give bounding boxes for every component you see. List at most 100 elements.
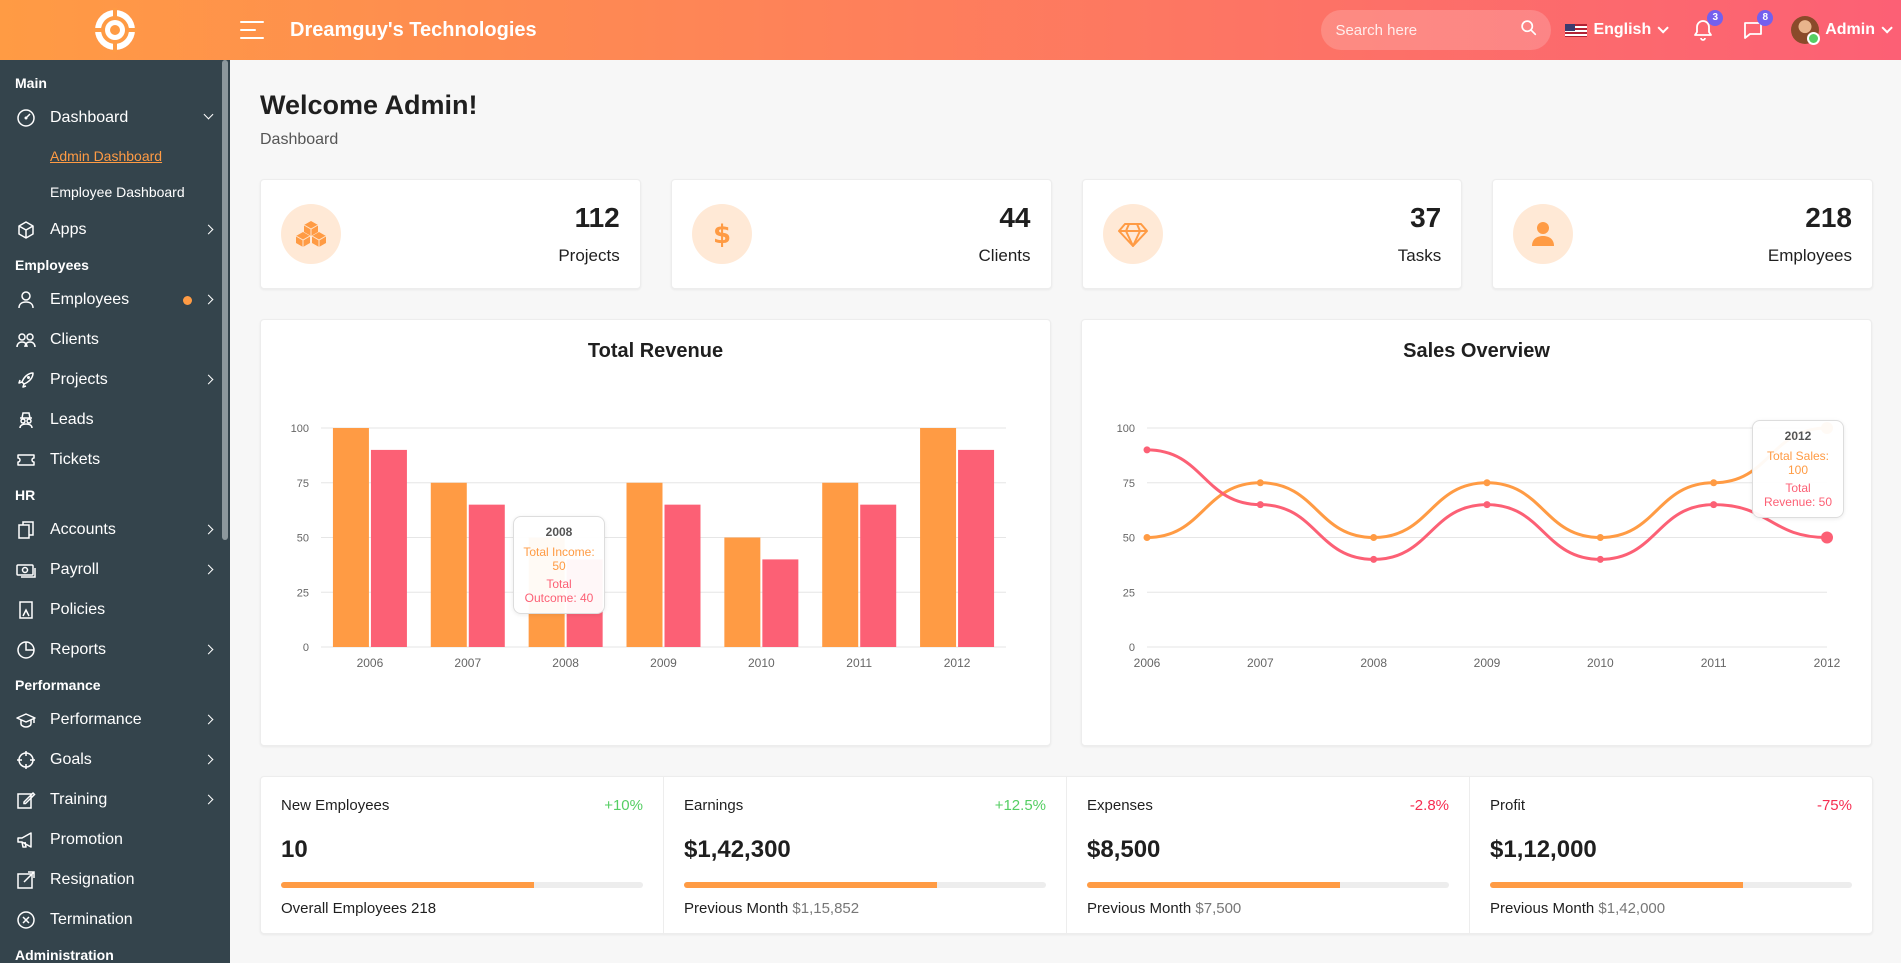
progress-bar xyxy=(684,882,1046,888)
edit-icon xyxy=(15,789,37,811)
sidebar-toggle-button[interactable] xyxy=(240,21,264,39)
avatar xyxy=(1791,16,1821,45)
sales-overview-chart[interactable]: 0 25 50 75 100 2006 2007 2008 2009 2010 2011 2012 xyxy=(1082,380,1873,747)
sidebar-sub-admin-dashboard[interactable]: Admin Dashboard xyxy=(50,148,163,164)
bar-outcome xyxy=(664,504,701,647)
sidebar-item-resignation[interactable]: Resignation xyxy=(0,860,230,900)
sidebar-sub-employee-dashboard[interactable]: Employee Dashboard xyxy=(50,184,185,200)
summary-footer: Previous Month $1,15,852 xyxy=(684,900,1046,917)
data-point xyxy=(1596,555,1604,563)
sidebar-item-label: Leads xyxy=(50,411,94,428)
bar-income xyxy=(430,482,467,647)
progress-bar xyxy=(281,882,643,888)
search-input[interactable] xyxy=(1335,21,1521,39)
sidebar-item-reports[interactable]: Reports xyxy=(0,630,230,670)
sidebar-item-label: Goals xyxy=(50,751,92,768)
summary-footer: Previous Month $7,500 xyxy=(1087,900,1449,917)
bar-income xyxy=(332,428,369,647)
y-tick-label: 100 xyxy=(291,423,309,435)
graduation-cap-icon xyxy=(15,709,37,731)
times-circle-icon xyxy=(15,909,37,931)
hamburger-icon xyxy=(240,21,264,23)
sidebar-item-payroll[interactable]: Payroll xyxy=(0,550,230,590)
sidebar-item-label: Dashboard xyxy=(50,109,129,126)
stat-value: 44 xyxy=(999,202,1031,233)
dollar-icon: $ xyxy=(691,204,752,264)
cubes-icon xyxy=(281,204,341,264)
hamburger-icon xyxy=(240,37,264,39)
sidebar-item-leads[interactable]: Leads xyxy=(0,400,230,440)
summary-footer-value: $1,15,852 xyxy=(792,900,860,917)
summary-value: $1,12,000 xyxy=(1490,836,1597,863)
sidebar-item-label: Resignation xyxy=(50,871,135,888)
summary-footer-value: $7,500 xyxy=(1195,900,1242,917)
user-icon xyxy=(1513,204,1574,264)
data-point xyxy=(1256,501,1264,509)
bar-outcome xyxy=(958,449,995,647)
messages-button[interactable]: 8 xyxy=(1741,10,1774,42)
y-tick-label: 100 xyxy=(1117,423,1135,435)
stat-value: 218 xyxy=(1805,202,1852,233)
language-selector[interactable]: English xyxy=(1565,21,1669,39)
sidebar-item-policies[interactable]: Policies xyxy=(0,590,230,630)
sidebar-item-training[interactable]: Training xyxy=(0,780,230,820)
target-logo-icon xyxy=(93,8,137,52)
progress-bar xyxy=(1087,882,1449,888)
x-tick-label: 2012 xyxy=(944,656,971,670)
company-name: Dreamguy's Technologies xyxy=(290,18,537,41)
y-tick-label: 75 xyxy=(297,478,309,490)
y-tick-label: 25 xyxy=(297,587,309,599)
sidebar-item-performance[interactable]: Performance xyxy=(0,700,230,740)
document-icon xyxy=(15,599,37,621)
sidebar-item-termination[interactable]: Termination xyxy=(0,900,230,940)
sidebar-scrollbar[interactable] xyxy=(222,60,228,540)
stat-card-tasks: 37 Tasks xyxy=(1081,179,1463,289)
data-point xyxy=(1710,479,1718,487)
sidebar-item-tickets[interactable]: Tickets xyxy=(0,440,230,480)
logo[interactable] xyxy=(0,0,230,60)
data-point xyxy=(1370,555,1378,563)
user-menu[interactable]: Admin xyxy=(1791,16,1893,45)
progress-fill xyxy=(281,882,535,888)
summary-label: Profit xyxy=(1490,797,1526,814)
x-tick-label: 2009 xyxy=(650,656,677,670)
pie-chart-icon xyxy=(15,639,37,661)
sidebar-section-hr: HR xyxy=(15,487,36,503)
sidebar-item-goals[interactable]: Goals xyxy=(0,740,230,780)
sidebar-section-main: Main xyxy=(15,75,47,91)
x-tick-label: 2010 xyxy=(748,656,775,670)
sidebar-item-projects[interactable]: Projects xyxy=(0,360,230,400)
y-tick-label: 25 xyxy=(1123,587,1135,599)
bar-income xyxy=(822,482,859,647)
sidebar-item-employees[interactable]: Employees xyxy=(0,280,230,320)
sidebar-item-apps[interactable]: Apps xyxy=(0,210,230,250)
bar-income xyxy=(724,537,761,647)
sales-overview-card: Sales Overview 0 25 50 75 100 2006 2007 2008 200… xyxy=(1081,319,1872,746)
tooltip-line: Total Outcome: 40 xyxy=(524,577,594,605)
data-point xyxy=(1821,531,1833,544)
chart-title: Total Revenue xyxy=(587,340,724,362)
language-label: English xyxy=(1593,21,1652,38)
bell-icon xyxy=(1694,20,1713,41)
us-flag-icon xyxy=(1565,23,1588,37)
bar-income xyxy=(920,428,957,647)
search-icon[interactable] xyxy=(1520,19,1537,41)
rocket-icon xyxy=(15,369,37,391)
money-icon xyxy=(15,559,37,581)
y-tick-label: 50 xyxy=(297,533,309,545)
summary-label: New Employees xyxy=(281,797,390,814)
header-right: English 3 8 Admin xyxy=(1321,0,1901,60)
sidebar-item-clients[interactable]: Clients xyxy=(0,320,230,360)
total-revenue-chart[interactable]: 0 25 50 75 100 2006 2007 2008 2009 2010 2011 2012 xyxy=(261,380,1052,747)
notifications-badge: 3 xyxy=(1707,10,1724,26)
data-point xyxy=(1483,501,1491,509)
sidebar-item-promotion[interactable]: Promotion xyxy=(0,820,230,860)
tooltip-line: Total Income: 50 xyxy=(523,545,595,573)
sidebar-item-label: Reports xyxy=(50,641,107,658)
x-tick-label: 2009 xyxy=(1474,656,1501,670)
notifications-button[interactable]: 3 xyxy=(1691,10,1724,42)
sidebar-item-dashboard[interactable]: Dashboard xyxy=(0,98,230,138)
summary-footer-label: Previous Month xyxy=(1490,900,1595,917)
sidebar-item-accounts[interactable]: Accounts xyxy=(0,510,230,550)
stat-label: Clients xyxy=(978,246,1031,265)
